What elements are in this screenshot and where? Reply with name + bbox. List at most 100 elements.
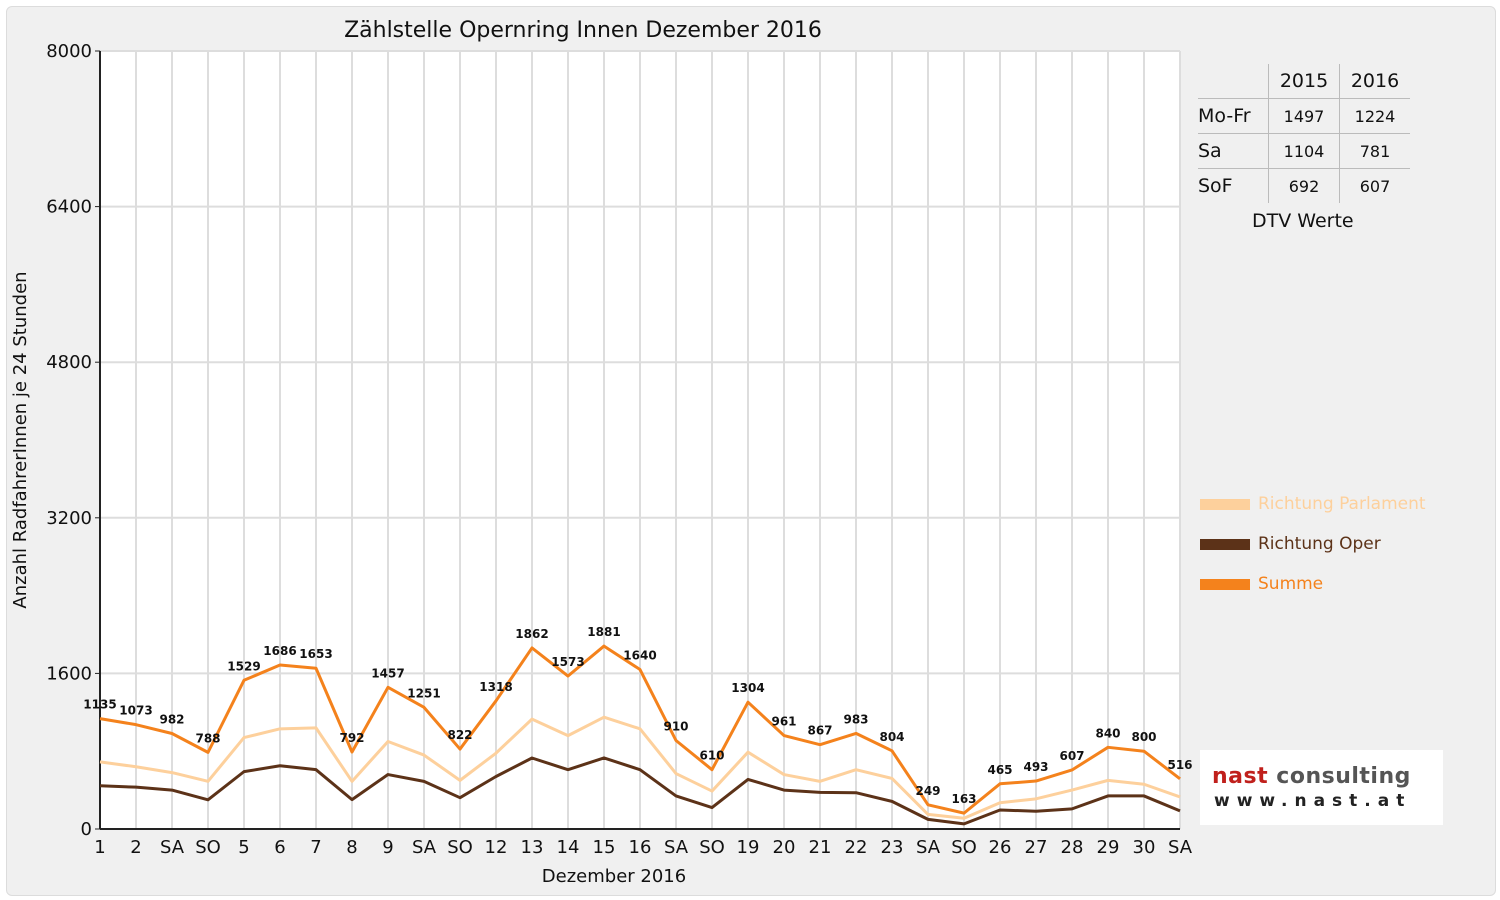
data-label: 822	[447, 728, 472, 742]
x-tick-label: SA	[1168, 837, 1193, 858]
data-label: 465	[987, 763, 1012, 777]
data-label: 788	[195, 731, 220, 745]
chart-title: Zählstelle Opernring Innen Dezember 2016	[344, 18, 822, 43]
dtv-row-mofr: Mo-Fr 1497 1224	[1198, 98, 1410, 134]
series-line-richtung-oper	[99, 756, 1181, 826]
x-tick-label: 30	[1133, 837, 1156, 858]
dtv-row-label: SoF	[1198, 168, 1269, 203]
legend-swatch	[1200, 578, 1250, 590]
data-label: 1318	[479, 680, 512, 694]
data-label: 163	[951, 792, 976, 806]
data-label: 1573	[551, 655, 584, 669]
data-label: 1881	[587, 625, 620, 639]
x-tick-label: 6	[274, 837, 285, 858]
x-tick-label: 13	[521, 837, 544, 858]
dtv-value: 692	[1268, 168, 1340, 203]
dtv-value: 1224	[1339, 98, 1410, 134]
legend-swatch	[1200, 538, 1250, 550]
dtv-row-sof: SoF 692 607	[1198, 168, 1410, 203]
data-label: 1073	[119, 704, 152, 718]
dtv-row-sa: Sa 1104 781	[1198, 133, 1410, 169]
x-tick-label: 19	[737, 837, 760, 858]
x-tick-label: SO	[447, 837, 473, 858]
legend-item-oper: Richtung Oper	[1200, 533, 1381, 555]
data-label: 982	[159, 713, 184, 727]
dtv-caption: DTV Werte	[1252, 210, 1354, 232]
data-label: 840	[1095, 726, 1120, 740]
x-tick-label: SA	[160, 837, 185, 858]
legend-item-parlament: Richtung Parlament	[1200, 493, 1426, 515]
x-tick-label: 29	[1097, 837, 1120, 858]
dtv-table: 2015 2016 Mo-Fr 1497 1224 Sa 1104 781 So…	[1198, 64, 1410, 203]
x-tick-label: 27	[1025, 837, 1048, 858]
x-tick-label: 20	[773, 837, 796, 858]
dtv-value: 781	[1339, 133, 1410, 169]
data-label: 1457	[371, 666, 404, 680]
x-tick-label: SO	[699, 837, 725, 858]
data-label: 610	[699, 749, 724, 763]
y-tick-label: 4800	[46, 352, 92, 373]
x-tick-label: 26	[989, 837, 1012, 858]
data-label: 1862	[515, 627, 548, 641]
x-tick-label: 21	[809, 837, 832, 858]
x-tick-label: 22	[845, 837, 868, 858]
data-label: 792	[339, 731, 364, 745]
y-axis-title: Anzahl RadfahrerInnen je 24 Stunden	[10, 271, 31, 608]
data-label: 249	[915, 784, 940, 798]
x-tick-label: SA	[916, 837, 941, 858]
x-tick-label: 16	[629, 837, 652, 858]
data-label: 983	[843, 712, 868, 726]
dtv-row-label: Mo-Fr	[1198, 98, 1269, 134]
dtv-year-2016: 2016	[1339, 64, 1410, 99]
legend-swatch	[1200, 498, 1250, 510]
dtv-header-empty	[1198, 64, 1269, 99]
x-axis-title: Dezember 2016	[542, 866, 686, 887]
data-label: 1653	[299, 647, 332, 661]
logo-url: www.nast.at	[1214, 791, 1412, 811]
dtv-year-2015: 2015	[1268, 64, 1340, 99]
data-label: 1640	[623, 649, 656, 663]
x-tick-label: 8	[346, 837, 357, 858]
x-tick-label: 14	[557, 837, 580, 858]
dtv-value: 1104	[1268, 133, 1340, 169]
x-tick-label: 12	[485, 837, 508, 858]
y-tick-label: 0	[81, 819, 92, 840]
series-line-summe	[99, 644, 1181, 815]
data-label: 1686	[263, 644, 296, 658]
data-label: 516	[1167, 758, 1192, 772]
data-label: 867	[807, 724, 832, 738]
x-tick-label: 15	[593, 837, 616, 858]
y-tick-label: 6400	[46, 197, 92, 218]
dtv-value: 1497	[1268, 98, 1340, 134]
x-tick-label: 9	[382, 837, 393, 858]
data-label: 1529	[227, 659, 260, 673]
dtv-header-row: 2015 2016	[1198, 64, 1410, 99]
data-label: 910	[663, 720, 688, 734]
y-tick-label: 1600	[46, 663, 92, 684]
dtv-row-label: Sa	[1198, 133, 1269, 169]
x-tick-label: 7	[310, 837, 321, 858]
legend-item-summe: Summe	[1200, 573, 1323, 595]
x-tick-label: SA	[412, 837, 437, 858]
x-tick-label: SA	[664, 837, 689, 858]
logo-name-part1: nast	[1212, 764, 1269, 789]
x-tick-label: 2	[130, 837, 141, 858]
data-label: 607	[1059, 749, 1084, 763]
data-label: 1304	[731, 681, 764, 695]
y-tick-label: 3200	[46, 508, 92, 529]
data-label: 800	[1131, 730, 1156, 744]
data-label: 804	[879, 730, 904, 744]
data-label: 1135	[83, 698, 116, 712]
x-tick-label: 5	[238, 837, 249, 858]
logo-name: nast consulting	[1212, 764, 1411, 789]
x-tick-label: SO	[951, 837, 977, 858]
data-label: 493	[1023, 760, 1048, 774]
x-tick-label: 1	[94, 837, 105, 858]
legend-label: Summe	[1258, 574, 1324, 594]
x-tick-label: SO	[195, 837, 221, 858]
data-label: 1251	[407, 686, 440, 700]
x-tick-label: 28	[1061, 837, 1084, 858]
data-label: 961	[771, 715, 796, 729]
